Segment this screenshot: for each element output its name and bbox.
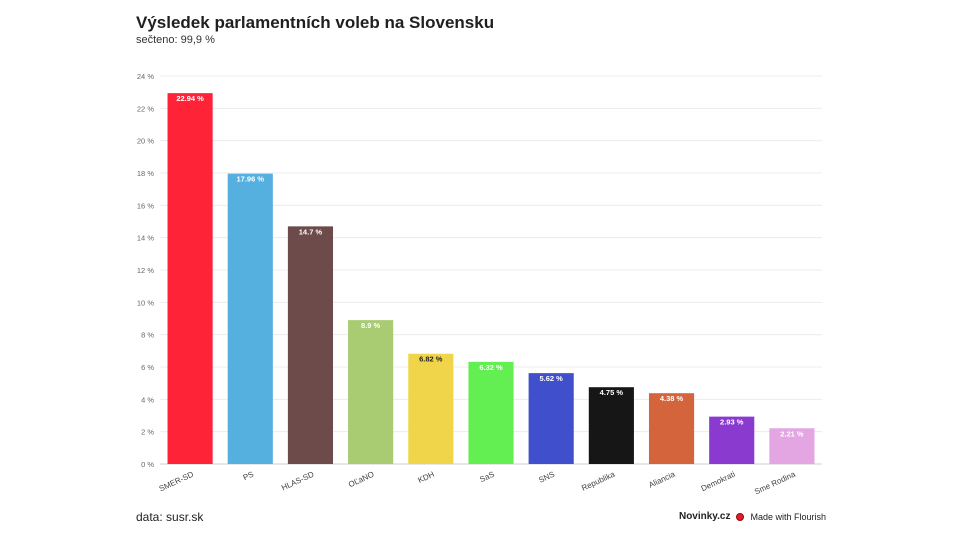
data-source: data: susr.sk	[136, 510, 204, 524]
x-tick-label: PS	[242, 470, 255, 483]
x-tick-label: SaS	[478, 470, 496, 485]
bar-value-label: 4.38 %	[660, 394, 684, 403]
y-tick-label: 12 %	[137, 266, 154, 275]
bar-value-label: 4.75 %	[600, 388, 624, 397]
bar[interactable]	[287, 226, 334, 464]
chart-title: Výsledek parlamentních voleb na Slovensk…	[136, 13, 495, 32]
flourish-icon	[736, 512, 745, 521]
bar[interactable]	[348, 320, 394, 464]
x-tick-label: OĽaNO	[347, 470, 375, 490]
y-tick-label: 22 %	[137, 104, 154, 113]
y-tick-label: 24 %	[137, 72, 154, 81]
y-tick-label: 2 %	[141, 428, 154, 437]
bar[interactable]	[528, 373, 574, 464]
bar-value-label: 17.96 %	[237, 175, 265, 184]
bar[interactable]	[709, 416, 755, 464]
x-tick-label: SMER-SD	[158, 470, 195, 494]
bar-value-label: 14.7 %	[299, 227, 323, 236]
bar-value-label: 2.21 %	[780, 429, 804, 438]
y-tick-label: 14 %	[137, 234, 154, 243]
bar-value-label: 6.32 %	[479, 363, 503, 372]
bar-value-label: 8.9 %	[361, 321, 381, 330]
y-tick-label: 16 %	[137, 201, 154, 210]
bar-value-label: 2.93 %	[720, 418, 744, 427]
bar-value-label: 22.94 %	[176, 94, 204, 103]
y-tick-label: 18 %	[137, 169, 154, 178]
x-tick-label: Aliancia	[647, 469, 677, 489]
bar-value-label: 6.82 %	[419, 355, 443, 364]
y-tick-label: 8 %	[141, 331, 154, 340]
x-tick-label: Demokrati	[700, 470, 737, 494]
made-with-flourish-link[interactable]: Made with Flourish	[750, 511, 826, 522]
y-tick-label: 10 %	[137, 298, 154, 307]
bar[interactable]	[408, 353, 454, 464]
bar-value-label: 5.62 %	[540, 374, 564, 383]
y-tick-label: 0 %	[141, 460, 154, 469]
x-tick-label: SNS	[537, 470, 556, 485]
x-tick-label: Sme Rodina	[753, 469, 797, 496]
bar[interactable]	[468, 361, 514, 464]
chart-subtitle: sečteno: 99,9 %	[136, 34, 215, 46]
footer-credits: Novinky.cz Made with Flourish	[679, 511, 826, 522]
bar[interactable]	[588, 387, 634, 464]
x-tick-label: Republika	[580, 469, 617, 492]
y-tick-label: 6 %	[141, 363, 154, 372]
bar[interactable]	[648, 393, 695, 464]
bar[interactable]	[167, 93, 213, 465]
x-tick-label: KDH	[417, 470, 436, 485]
y-tick-label: 20 %	[137, 137, 154, 146]
bar[interactable]	[769, 428, 815, 464]
y-tick-label: 4 %	[141, 395, 154, 404]
x-tick-label: HLAS-SD	[280, 470, 315, 493]
bar[interactable]	[227, 173, 273, 464]
novinky-logo[interactable]: Novinky.cz	[678, 511, 731, 522]
